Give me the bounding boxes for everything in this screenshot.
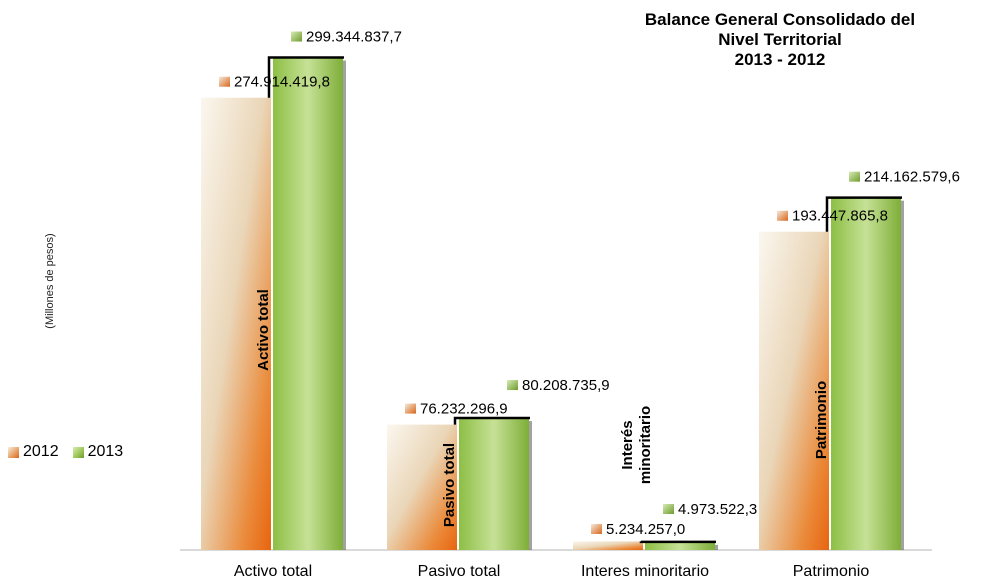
legend-label-2012: 2012 (23, 443, 59, 460)
category-label-activo-total: Activo total (234, 563, 312, 578)
inner-label-interes-minoritario-1: minoritario (637, 406, 654, 484)
legend-item-2013: 2013 (72, 443, 124, 461)
bar-2013-patrimonio (831, 197, 901, 550)
data-label-marker-2012-pasivo-total (405, 403, 416, 414)
data-label-marker-2013-activo-total (291, 31, 302, 42)
bar-bracket-activo-total (267, 56, 344, 98)
chart-title-line-1: Balance General Consolidado del (644, 10, 916, 29)
inner-label-patrimonio-0: Patrimonio (813, 381, 830, 459)
category-label-pasivo-total: Pasivo total (418, 563, 501, 578)
data-label-2013-patrimonio: 214.162.579,6 (864, 169, 960, 186)
category-label-patrimonio: Patrimonio (793, 563, 870, 578)
bar-2013-activo-total (273, 57, 343, 551)
chart-title: Balance General Consolidado del Nivel Te… (600, 10, 960, 70)
data-label-marker-2013-patrimonio (849, 171, 860, 182)
bar-bracket-pasivo-total (453, 416, 530, 425)
bar-2012-patrimonio (759, 231, 829, 550)
legend-swatch-2012 (8, 446, 19, 458)
bar-2012-pasivo-total (387, 424, 457, 550)
legend-item-2012: 2012 (8, 443, 59, 461)
inner-label-activo-total-0: Activo total (255, 289, 272, 371)
data-label-2012-pasivo-total: 76.232.296,9 (420, 401, 508, 418)
legend-label-2013: 2013 (87, 443, 124, 460)
data-label-marker-2012-patrimonio (777, 210, 788, 221)
legend: 2012 2013 (8, 443, 123, 461)
inner-label-pasivo-total-0: Pasivo total (441, 443, 458, 527)
chart-title-line-2: Nivel Territorial (718, 30, 842, 49)
category-label-interes-minoritario: Interes minoritario (581, 563, 709, 578)
data-label-2012-patrimonio: 193.447.865,8 (792, 208, 888, 225)
data-label-marker-2013-pasivo-total (507, 380, 518, 391)
bar-bracket-patrimonio (825, 196, 902, 232)
inner-label-interes-minoritario-0: Interés (619, 420, 636, 469)
bar-2012-activo-total (201, 97, 271, 550)
data-label-marker-2013-interes-minoritario (663, 504, 674, 514)
data-label-2013-activo-total: 299.344.837,7 (306, 29, 402, 46)
bar-2012-interes-minoritario (573, 541, 643, 550)
bar-2013-pasivo-total (459, 418, 529, 550)
chart-title-line-3: 2013 - 2012 (734, 50, 826, 69)
data-label-2012-interes-minoritario: 5.234.257,0 (606, 521, 685, 538)
data-label-marker-2012-activo-total (219, 76, 230, 87)
data-label-marker-2012-interes-minoritario (591, 524, 602, 534)
data-label-2012-activo-total: 274.914.419,8 (234, 74, 330, 91)
legend-swatch-2013 (72, 446, 84, 458)
data-label-2013-pasivo-total: 80.208.735,9 (522, 377, 610, 394)
bar-2013-interes-minoritario (645, 541, 715, 550)
data-label-2013-interes-minoritario: 4.973.522,3 (678, 501, 757, 518)
